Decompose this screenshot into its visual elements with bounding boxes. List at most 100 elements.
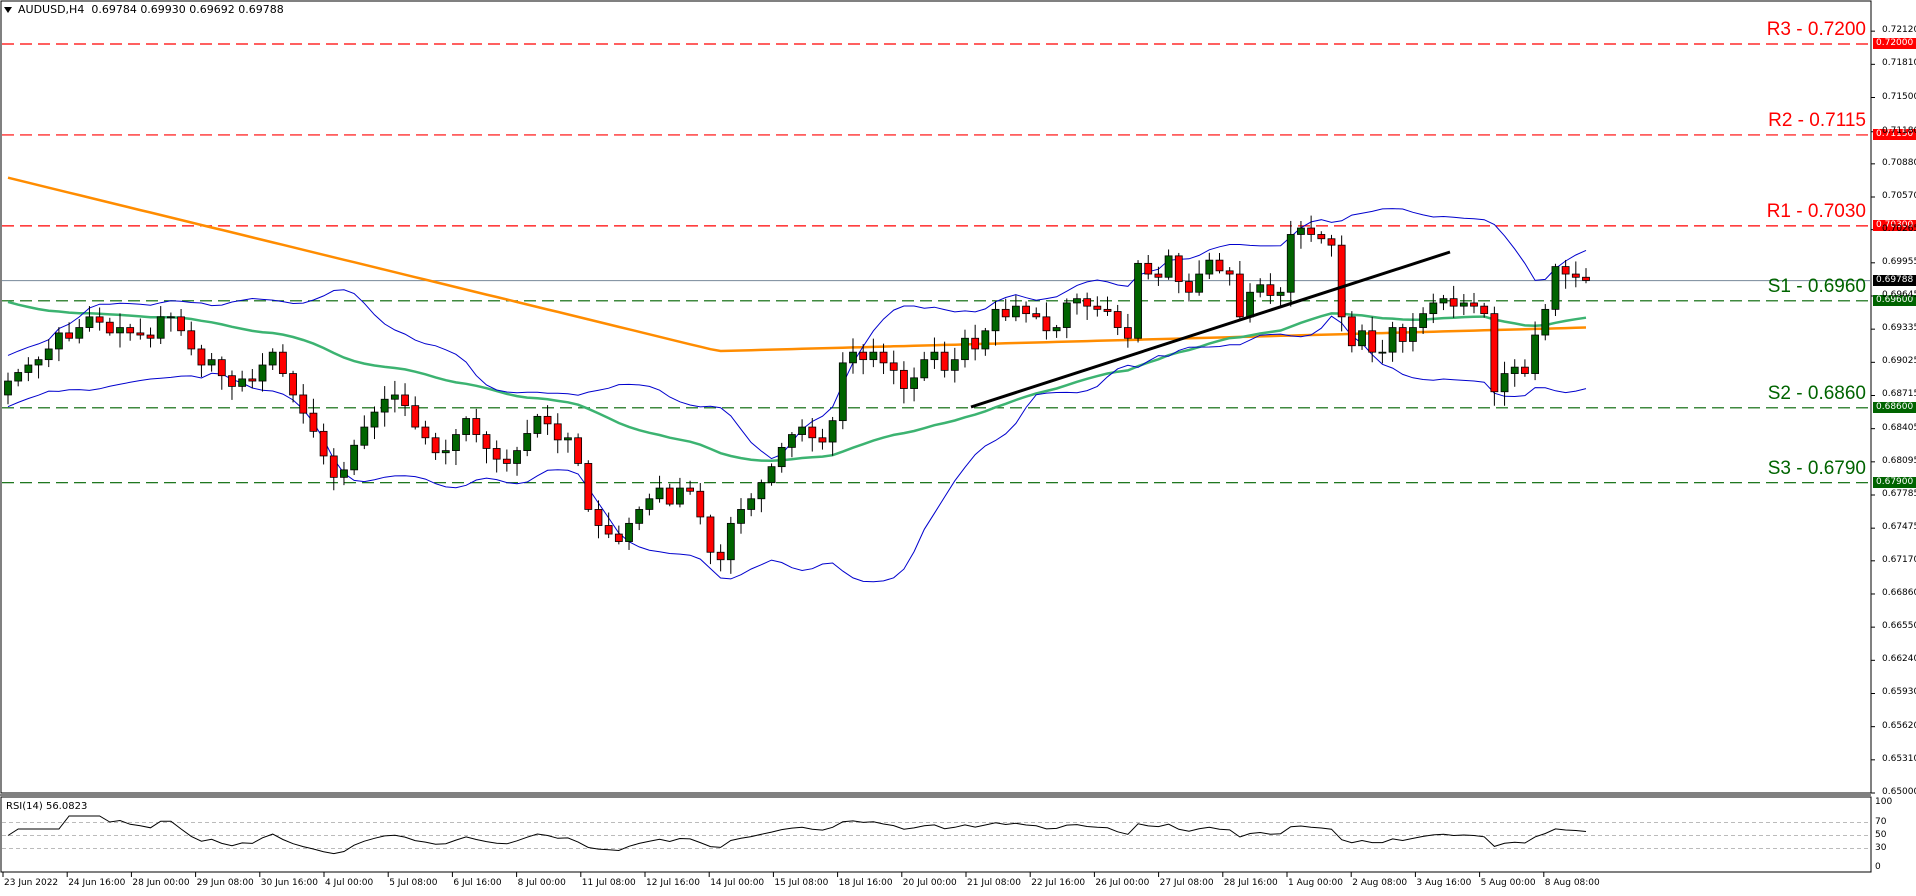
candle <box>747 493 756 517</box>
candle <box>65 322 73 342</box>
time-axis-label: 11 Jul 08:00 <box>581 878 636 888</box>
candle <box>604 512 613 539</box>
rsi-axis-label: 70 <box>1875 816 1887 827</box>
candle <box>594 500 603 539</box>
time-axis-label: 18 Jul 16:00 <box>838 878 893 888</box>
time-axis-label: 8 Jul 00:00 <box>517 878 566 888</box>
level-price-tag-s1: 0.69600 <box>1873 294 1916 306</box>
candle <box>360 415 369 450</box>
candle <box>14 368 23 387</box>
dropdown-triangle-icon[interactable] <box>4 7 12 13</box>
candle <box>726 516 735 574</box>
candle <box>1327 234 1336 257</box>
level-label-s3: S3 - 0.6790 <box>1767 457 1866 479</box>
candle <box>126 323 135 341</box>
time-axis-label: 28 Jun 00:00 <box>132 878 190 888</box>
candle <box>1215 252 1224 274</box>
level-label-s2: S2 - 0.6860 <box>1767 382 1866 404</box>
candle <box>380 386 389 427</box>
trendline[interactable] <box>970 250 1451 409</box>
candle <box>1571 261 1580 288</box>
candle <box>859 344 868 375</box>
candle <box>757 479 766 513</box>
candle <box>1561 259 1570 289</box>
candle <box>1521 359 1529 377</box>
candle <box>1368 316 1377 363</box>
candle <box>564 432 572 453</box>
candle <box>452 428 460 466</box>
rsi-axis-label: 50 <box>1875 829 1887 840</box>
candle <box>920 351 929 381</box>
candle <box>818 428 827 450</box>
time-axis-label: 8 Aug 08:00 <box>1544 878 1600 888</box>
candle <box>808 417 817 452</box>
candle <box>217 356 226 390</box>
time-axis-label: 12 Jul 16:00 <box>646 878 700 888</box>
candle <box>1001 298 1010 321</box>
candle <box>1113 304 1122 336</box>
candle <box>961 329 969 368</box>
candle <box>1297 220 1305 249</box>
candle <box>340 461 348 486</box>
time-axis-label: 15 Jul 08:00 <box>774 878 829 888</box>
time-axis-label: 27 Jul 08:00 <box>1159 878 1214 888</box>
candle <box>34 356 43 379</box>
level-label-r3: R3 - 0.7200 <box>1766 19 1866 40</box>
price-axis-label: 0.67475 <box>1882 522 1916 533</box>
candle <box>1551 263 1560 317</box>
candle <box>940 341 949 378</box>
candle <box>1144 254 1153 280</box>
candle <box>1510 359 1519 387</box>
time-axis-label: 30 Jun 16:00 <box>260 878 318 888</box>
time-axis-label: 1 Aug 00:00 <box>1288 878 1343 888</box>
candle <box>105 317 114 336</box>
symbol-header[interactable]: AUDUSD,H4 0.69784 0.69930 0.69692 0.6978… <box>4 3 284 16</box>
level-price-tag-r2: 0.71150 <box>1873 128 1916 140</box>
candle <box>1541 304 1550 341</box>
candle <box>879 343 888 375</box>
candle <box>472 408 481 443</box>
candle <box>1195 260 1204 296</box>
level-label-r1: R1 - 0.7030 <box>1766 200 1866 222</box>
candle <box>411 396 420 430</box>
candle <box>177 308 185 336</box>
candle <box>1042 302 1051 340</box>
candle <box>1032 307 1041 320</box>
price-axis-label: 0.65930 <box>1882 687 1916 698</box>
candle <box>1073 293 1081 315</box>
time-axis-label: 29 Jun 08:00 <box>196 878 254 888</box>
candle <box>676 477 684 508</box>
candle <box>136 318 145 340</box>
candle <box>1531 321 1539 381</box>
candle <box>146 327 155 348</box>
time-axis-label: 21 Jul 08:00 <box>967 878 1021 888</box>
price-axis-label: 0.67785 <box>1882 489 1916 499</box>
candle <box>329 448 338 491</box>
time-axis-label: 23 Jun 2022 <box>4 878 59 888</box>
candle <box>950 347 959 383</box>
candle <box>1266 273 1275 304</box>
candle <box>1398 323 1407 353</box>
price-axis-label: 0.66240 <box>1882 654 1916 665</box>
candle <box>258 353 267 392</box>
candle <box>1358 324 1366 350</box>
candle <box>462 416 471 442</box>
rsi-axis-label: 30 <box>1875 842 1887 853</box>
time-axis-label: 14 Jul 00:00 <box>710 878 765 888</box>
candle <box>390 380 399 413</box>
candle <box>1011 295 1020 322</box>
price-axis-label: 0.70265 <box>1882 223 1916 234</box>
time-axis-label: 2 Aug 08:00 <box>1352 878 1408 888</box>
ohlc-values: 0.69784 0.69930 0.69692 0.69788 <box>91 3 284 16</box>
candle <box>991 301 1000 346</box>
candle <box>1093 296 1102 317</box>
candle <box>584 460 593 512</box>
candle <box>156 306 165 344</box>
candle <box>1174 252 1183 294</box>
candle <box>1123 313 1132 348</box>
price-axis-label: 0.68715 <box>1882 389 1916 400</box>
candle <box>1388 321 1397 362</box>
candle <box>1205 252 1214 280</box>
candle <box>1103 296 1112 316</box>
